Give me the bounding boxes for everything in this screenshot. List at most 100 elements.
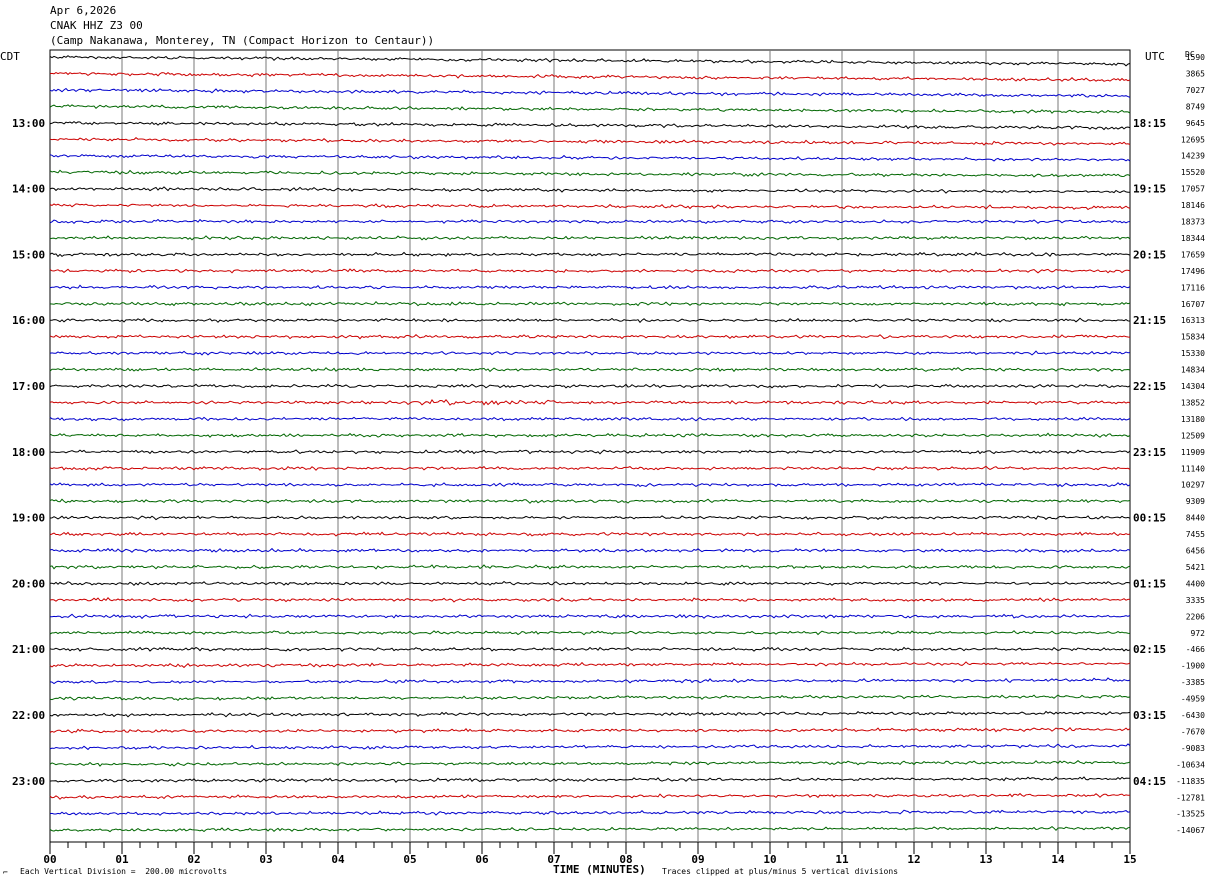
trace-line (49, 398, 1131, 406)
dc-offset-label: -11835 (1176, 777, 1205, 786)
scale-note: Each Vertical Division = 200.00 microvol… (20, 867, 228, 876)
dc-offset-label: 1590 (1186, 53, 1205, 62)
dc-offset-label: -13525 (1176, 810, 1205, 819)
dc-offset-label: 3865 (1186, 69, 1205, 78)
date-label: Apr 6,2026 (50, 4, 117, 17)
trace-line (49, 186, 1131, 194)
trace-line (49, 564, 1131, 570)
trace-line (49, 300, 1131, 307)
trace-line (49, 55, 1131, 67)
dc-offset-label: 13852 (1181, 398, 1205, 407)
utc-hour-label: 22:15 (1133, 380, 1166, 393)
dc-offset-label: -10634 (1176, 760, 1205, 769)
dc-offset-label: -3385 (1181, 678, 1205, 687)
utc-hour-label: 03:15 (1133, 709, 1166, 722)
dc-offset-label: -14067 (1176, 826, 1205, 835)
trace-line (49, 383, 1131, 389)
utc-hour-label: 19:15 (1133, 183, 1166, 196)
trace-line (49, 416, 1131, 422)
x-tick-label: 04 (331, 853, 345, 866)
dc-offset-label: -9083 (1181, 744, 1205, 753)
plot-frame (49, 49, 1131, 843)
dc-offset-label: 18373 (1181, 218, 1205, 227)
trace-line (50, 317, 1131, 324)
utc-hour-label: 04:15 (1133, 775, 1166, 788)
utc-hour-label: 01:15 (1133, 577, 1166, 590)
trace-line (49, 498, 1131, 504)
cdt-hour-label: 20:00 (12, 577, 45, 590)
utc-hour-label: 20:15 (1133, 248, 1166, 261)
dc-offset-label: 8440 (1186, 514, 1205, 523)
cdt-hour-label: 15:00 (12, 248, 45, 261)
trace-line (49, 334, 1131, 340)
x-axis-title: TIME (MINUTES) (553, 863, 646, 876)
dc-offset-label: 14834 (1181, 366, 1205, 375)
trace-line (49, 482, 1131, 488)
cdt-hour-label: 17:00 (12, 380, 45, 393)
dc-offset-label: -12781 (1176, 793, 1205, 802)
dc-axis-title: DC (1185, 50, 1195, 59)
dc-offset-labels: 1590 3865 7027 8749 9645 12695 14239 15520 17057… (1176, 53, 1205, 835)
x-tick-label: 08 (619, 853, 632, 866)
dc-offset-label: -7670 (1181, 727, 1205, 736)
dc-offset-label: 9309 (1186, 497, 1205, 506)
trace-line (49, 743, 1131, 751)
dc-offset-label: 14239 (1181, 152, 1205, 161)
trace-line (49, 613, 1131, 620)
x-tick-label: 00 (43, 853, 56, 866)
dc-offset-label: 18146 (1181, 201, 1205, 210)
trace-line (49, 547, 1131, 554)
x-tick-label: 10 (763, 853, 776, 866)
utc-hour-label: 21:15 (1133, 314, 1166, 327)
trace-line (49, 646, 1131, 652)
trace-line (49, 235, 1131, 241)
dc-offset-label: 15520 (1181, 168, 1205, 177)
cdt-hour-label: 23:00 (12, 775, 45, 788)
x-tick-label: 12 (907, 853, 920, 866)
x-tick-label: 07 (547, 853, 560, 866)
trace-line (49, 87, 1131, 98)
dc-offset-label: 11140 (1181, 464, 1205, 473)
utc-hour-labels: 18:15 19:15 20:15 21:15 22:15 23:15 00:15 01:15… (1133, 117, 1166, 788)
trace-line (49, 432, 1131, 439)
dc-offset-label: 972 (1191, 629, 1206, 638)
utc-hour-label: 02:15 (1133, 643, 1166, 656)
x-tick-label: 15 (1123, 853, 1136, 866)
x-tick-label: 11 (835, 853, 849, 866)
location-label: (Camp Nakanawa, Monterey, TN (Compact Ho… (50, 34, 435, 47)
clip-note: Traces clipped at plus/minus 5 vertical … (662, 867, 899, 876)
trace-line (49, 726, 1131, 734)
trace-line (49, 203, 1131, 211)
dc-offset-label: 11909 (1181, 448, 1205, 457)
dc-offset-label: 18344 (1181, 234, 1205, 243)
trace-line (49, 597, 1131, 603)
dc-offset-label: 8749 (1186, 102, 1205, 111)
dc-offset-label: -1900 (1181, 662, 1205, 671)
dc-offset-label: 2206 (1186, 612, 1205, 621)
dc-offset-label: -466 (1186, 645, 1205, 654)
utc-axis-title: UTC (1145, 50, 1165, 63)
trace-line (49, 825, 1131, 833)
trace-line (49, 284, 1131, 290)
trace-line (49, 251, 1131, 258)
cdt-hour-label: 13:00 (12, 117, 45, 130)
x-tick-label: 14 (1051, 853, 1065, 866)
dc-offset-label: 15834 (1181, 333, 1205, 342)
trace-line (49, 218, 1131, 225)
cdt-hour-labels: 13:00 14:00 15:00 16:00 17:00 18:00 19:00 20:00… (12, 117, 45, 788)
x-tick-label: 09 (691, 853, 704, 866)
dc-offset-label: -4959 (1181, 695, 1205, 704)
minute-gridlines (121, 50, 1059, 842)
cdt-hour-label: 22:00 (12, 709, 45, 722)
utc-hour-label: 23:15 (1133, 446, 1166, 459)
trace-line (49, 515, 1131, 521)
trace-line (49, 792, 1130, 800)
dc-offset-label: 7455 (1186, 530, 1205, 539)
trace-line (49, 137, 1131, 146)
x-axis: 00 01 02 03 04 05 06 07 08 09 10 11 12 13 14 15 (43, 842, 1137, 866)
dc-offset-label: 17659 (1181, 250, 1205, 259)
dc-offset-label: 12695 (1181, 135, 1205, 144)
seismic-traces (49, 55, 1131, 833)
dc-offset-label: 9645 (1186, 119, 1205, 128)
trace-line (49, 677, 1131, 685)
